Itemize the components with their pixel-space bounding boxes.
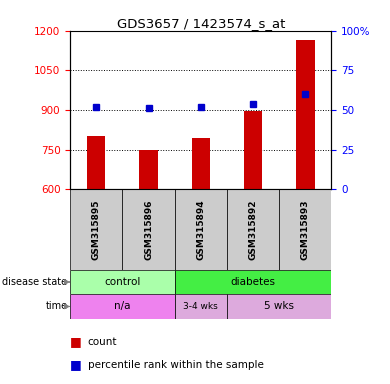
Bar [87, 136, 105, 189]
Text: ■: ■ [70, 335, 86, 348]
Text: GSM315893: GSM315893 [301, 199, 310, 260]
Bar [140, 150, 158, 189]
Bar [227, 294, 332, 319]
Bar [175, 189, 227, 270]
Title: GDS3657 / 1423574_s_at: GDS3657 / 1423574_s_at [117, 17, 285, 30]
Bar [296, 40, 314, 189]
Bar [70, 189, 122, 270]
Bar [192, 137, 210, 189]
Bar [227, 189, 279, 270]
Text: time: time [46, 301, 67, 311]
Text: GSM315896: GSM315896 [144, 199, 153, 260]
Text: percentile rank within the sample: percentile rank within the sample [88, 360, 264, 370]
Text: 5 wks: 5 wks [264, 301, 294, 311]
Text: count: count [88, 337, 117, 347]
Bar [70, 294, 175, 319]
Bar [122, 189, 175, 270]
Text: control: control [104, 277, 141, 287]
Text: GSM315894: GSM315894 [196, 199, 206, 260]
Text: ■: ■ [70, 358, 86, 371]
Bar [175, 270, 332, 294]
Text: GSM315892: GSM315892 [248, 199, 258, 260]
Text: diabetes: diabetes [230, 277, 276, 287]
Bar [279, 189, 332, 270]
Text: GSM315895: GSM315895 [92, 199, 101, 260]
Bar [244, 111, 262, 189]
Text: 3-4 wks: 3-4 wks [183, 302, 218, 311]
Text: disease state: disease state [2, 277, 67, 287]
Bar [175, 294, 227, 319]
Text: n/a: n/a [114, 301, 131, 311]
Bar [70, 270, 175, 294]
